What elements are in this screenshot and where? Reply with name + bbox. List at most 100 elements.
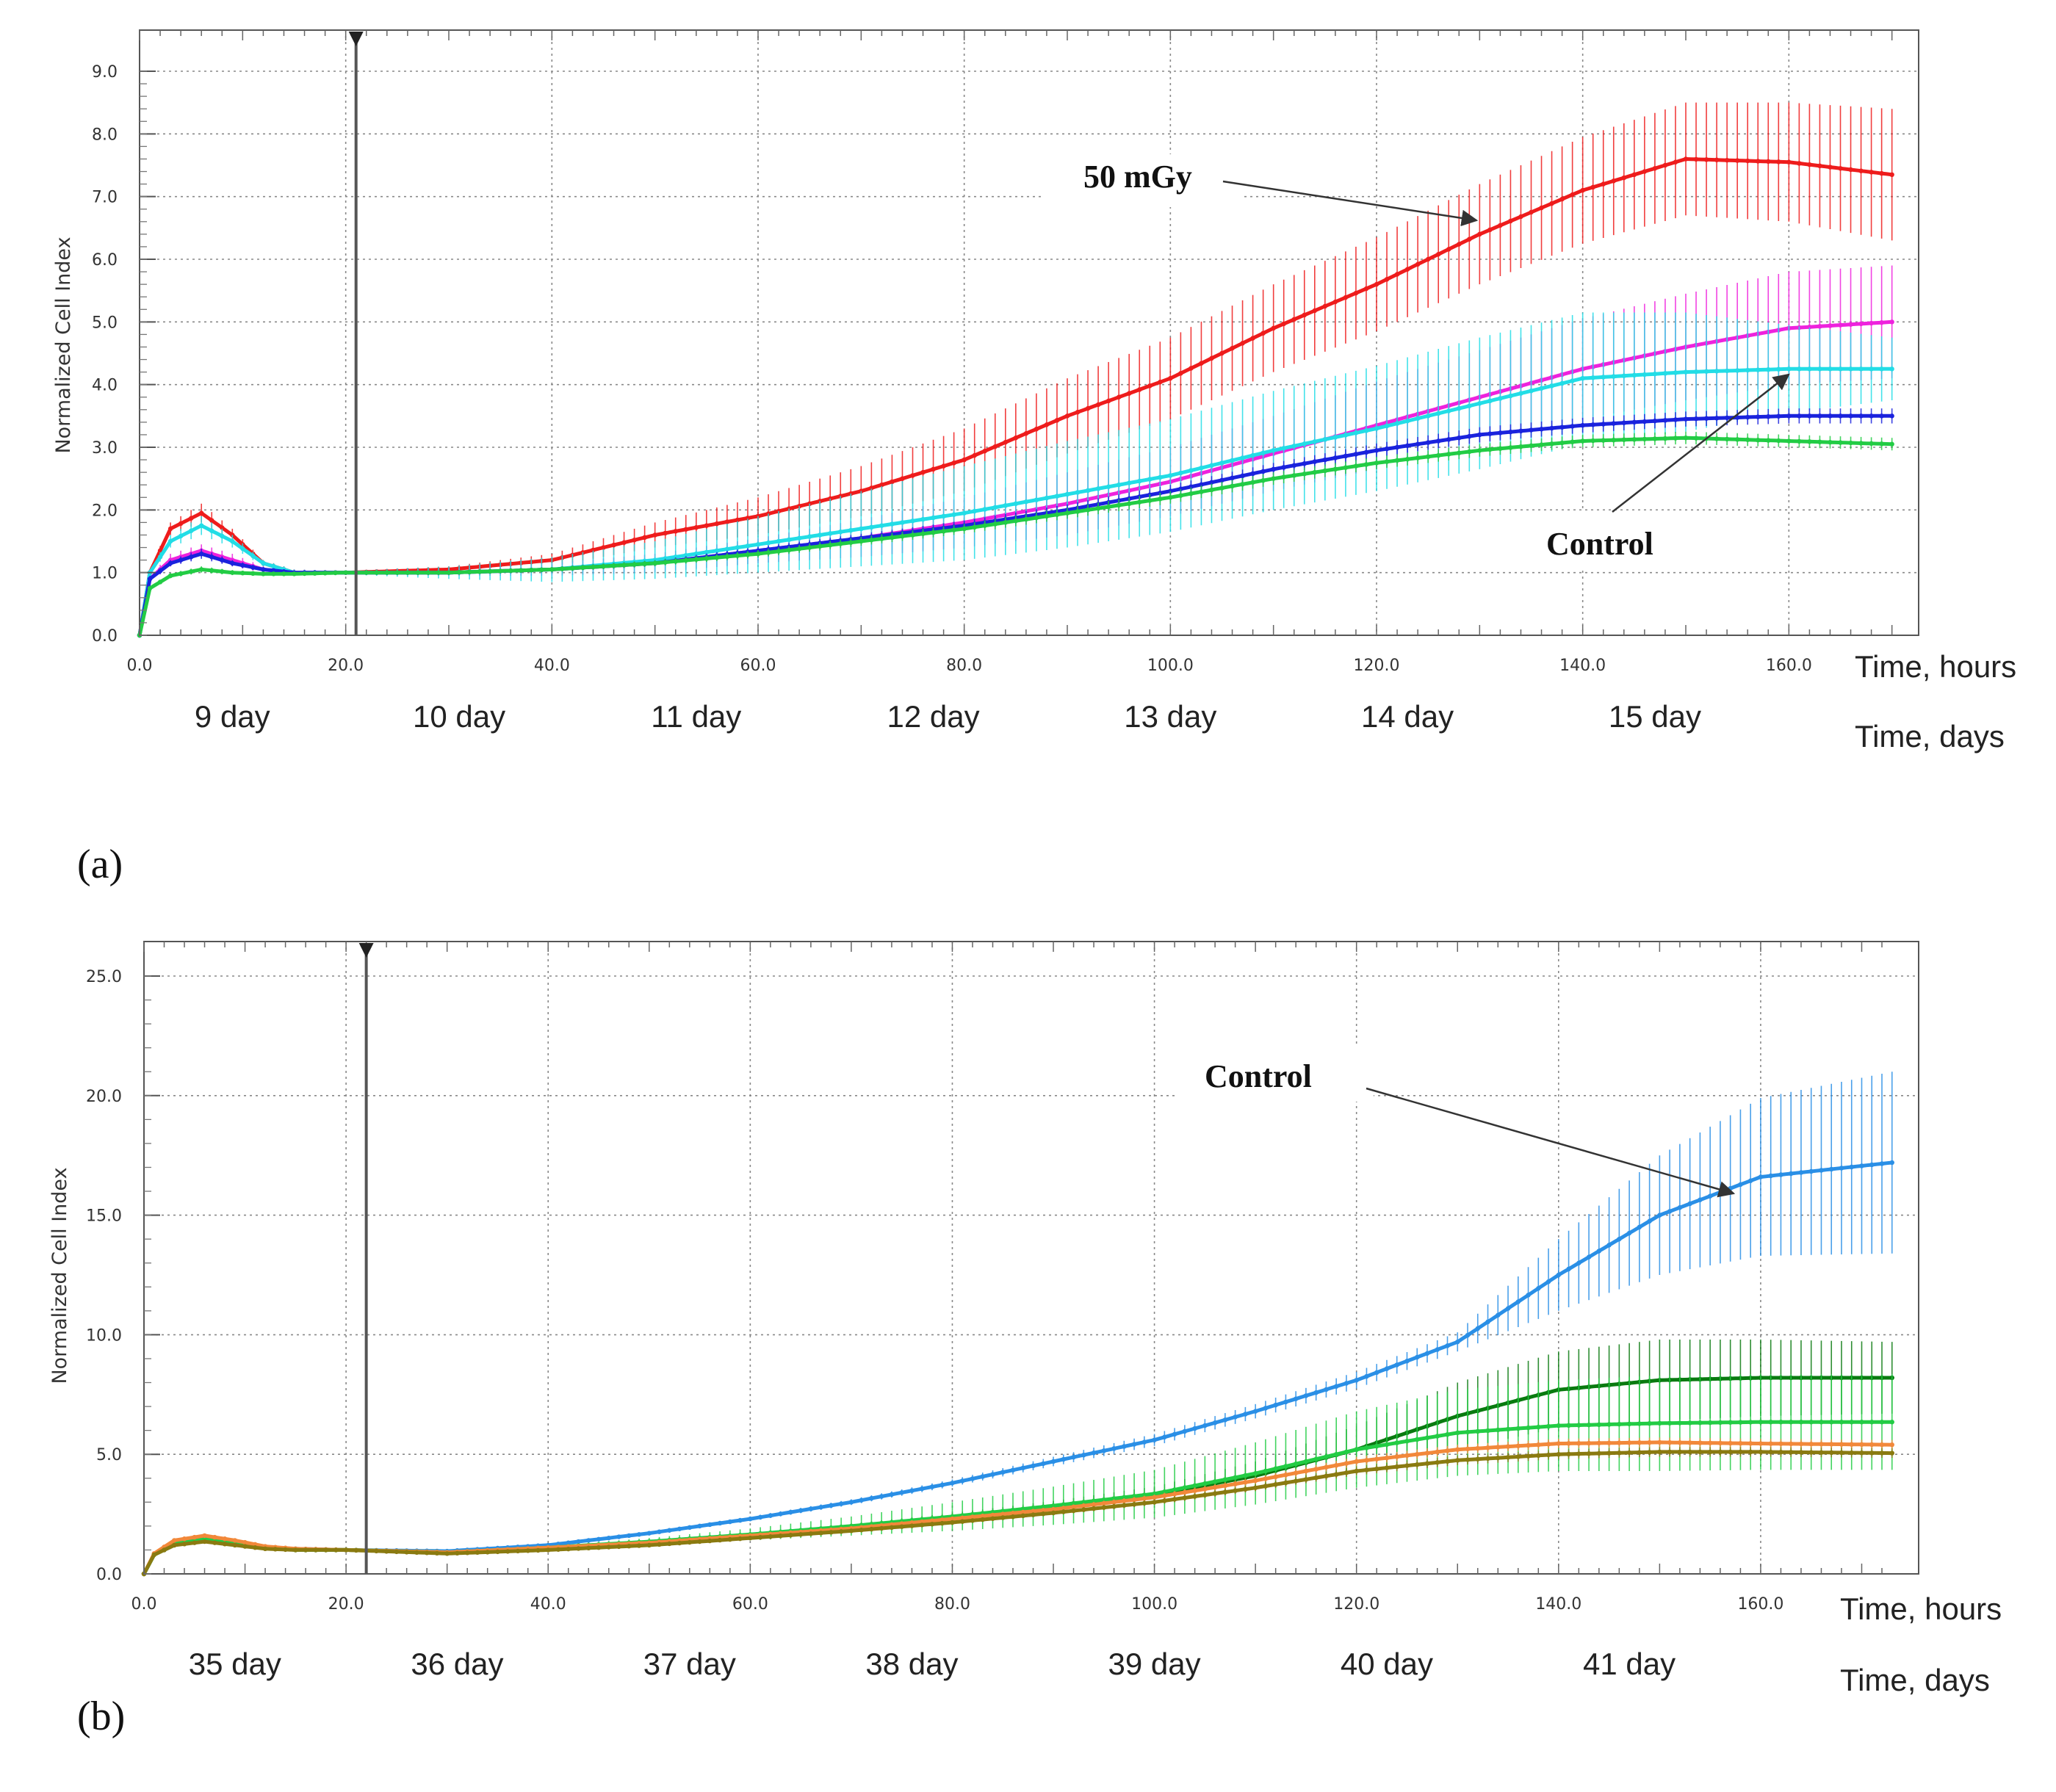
data-point [1374, 1443, 1379, 1449]
data-point [323, 1547, 328, 1553]
data-point [1590, 422, 1595, 427]
data-point [1178, 470, 1183, 476]
data-point [829, 1503, 834, 1509]
data-point [1233, 1415, 1238, 1420]
data-point [1293, 1396, 1299, 1401]
data-point [1566, 1266, 1571, 1272]
x-tick-label: 20.0 [328, 1595, 364, 1614]
data-point [1889, 366, 1894, 372]
data-point [910, 519, 915, 524]
data-point [1303, 1477, 1309, 1482]
x-axis-label-days-a: Time, days [1855, 719, 2005, 754]
data-point [960, 1519, 965, 1524]
data-point [1425, 454, 1431, 459]
data-point [1606, 1440, 1612, 1445]
data-point [508, 568, 513, 574]
data-point [261, 560, 266, 566]
data-point [1152, 1491, 1157, 1497]
data-point [374, 570, 379, 575]
data-point [687, 1539, 693, 1545]
data-point [1745, 437, 1750, 442]
data-point [1158, 380, 1163, 385]
data-point [1687, 1420, 1692, 1426]
data-point [919, 1522, 925, 1528]
data-point [1667, 1209, 1673, 1214]
data-point [1677, 1204, 1683, 1210]
data-point [1168, 495, 1173, 500]
y-tick-label: 8.0 [92, 126, 118, 144]
data-point [1776, 366, 1781, 372]
data-point [1556, 1272, 1562, 1278]
data-point [157, 554, 163, 560]
data-point [539, 567, 544, 573]
data-point [1415, 1452, 1420, 1457]
data-point [1657, 1449, 1662, 1455]
data-point [1252, 1409, 1258, 1414]
data-point [444, 1551, 450, 1556]
data-point [281, 571, 286, 577]
data-point [1041, 1461, 1046, 1467]
data-point [757, 1534, 763, 1540]
data-point [425, 570, 431, 575]
data-point [1081, 1500, 1086, 1505]
data-point [1677, 1440, 1683, 1445]
data-point [1889, 441, 1894, 447]
data-point [1566, 1423, 1571, 1428]
data-point [181, 1542, 187, 1547]
data-point [717, 1537, 723, 1543]
data-point [616, 1534, 621, 1539]
data-point [1756, 367, 1761, 372]
data-point [1662, 418, 1668, 423]
data-point [1626, 1421, 1632, 1427]
data-point [1091, 1450, 1097, 1456]
data-point [1384, 423, 1390, 429]
data-point [1192, 1494, 1197, 1499]
data-point [1425, 413, 1431, 419]
data-point [982, 523, 987, 528]
y-tick-label: 15.0 [86, 1207, 122, 1226]
data-point [1322, 457, 1328, 463]
data-point [1131, 1502, 1137, 1507]
data-point [786, 537, 792, 543]
grid-b [144, 942, 1919, 1574]
data-point [1122, 1503, 1127, 1508]
data-point [1343, 295, 1349, 300]
data-point [1162, 1498, 1167, 1503]
data-point [1529, 209, 1534, 215]
data-point [209, 528, 214, 533]
data-point [757, 1514, 763, 1520]
data-point [1219, 477, 1224, 483]
data-point [566, 1546, 571, 1552]
data-point [778, 1533, 783, 1539]
data-point [1580, 422, 1585, 428]
data-point [199, 510, 204, 516]
data-point [788, 1533, 793, 1538]
data-point [1271, 448, 1276, 453]
data-point [1233, 1475, 1238, 1480]
data-point [1849, 1442, 1854, 1447]
data-point [1766, 366, 1771, 372]
data-point [1703, 416, 1709, 421]
data-point [1394, 1362, 1399, 1368]
data-point [1034, 497, 1039, 502]
data-point [232, 1542, 238, 1548]
data-point [1797, 161, 1802, 166]
data-point [1869, 1420, 1875, 1425]
data-point [1233, 1481, 1238, 1486]
data-point [765, 540, 771, 546]
data-point [765, 550, 771, 555]
data-point [1222, 1417, 1228, 1423]
data-point [495, 1549, 500, 1555]
data-point [475, 1550, 480, 1556]
y-tick-label: 0.0 [92, 627, 118, 646]
data-point [1487, 431, 1493, 436]
series-cyan [137, 312, 1894, 638]
data-point [181, 1536, 187, 1542]
data-point [1559, 424, 1565, 430]
data-point [828, 531, 833, 536]
data-point [1415, 416, 1421, 421]
data-point [1061, 1502, 1066, 1507]
data-point [941, 463, 946, 469]
data-point [464, 1550, 470, 1556]
data-point [1529, 389, 1534, 394]
